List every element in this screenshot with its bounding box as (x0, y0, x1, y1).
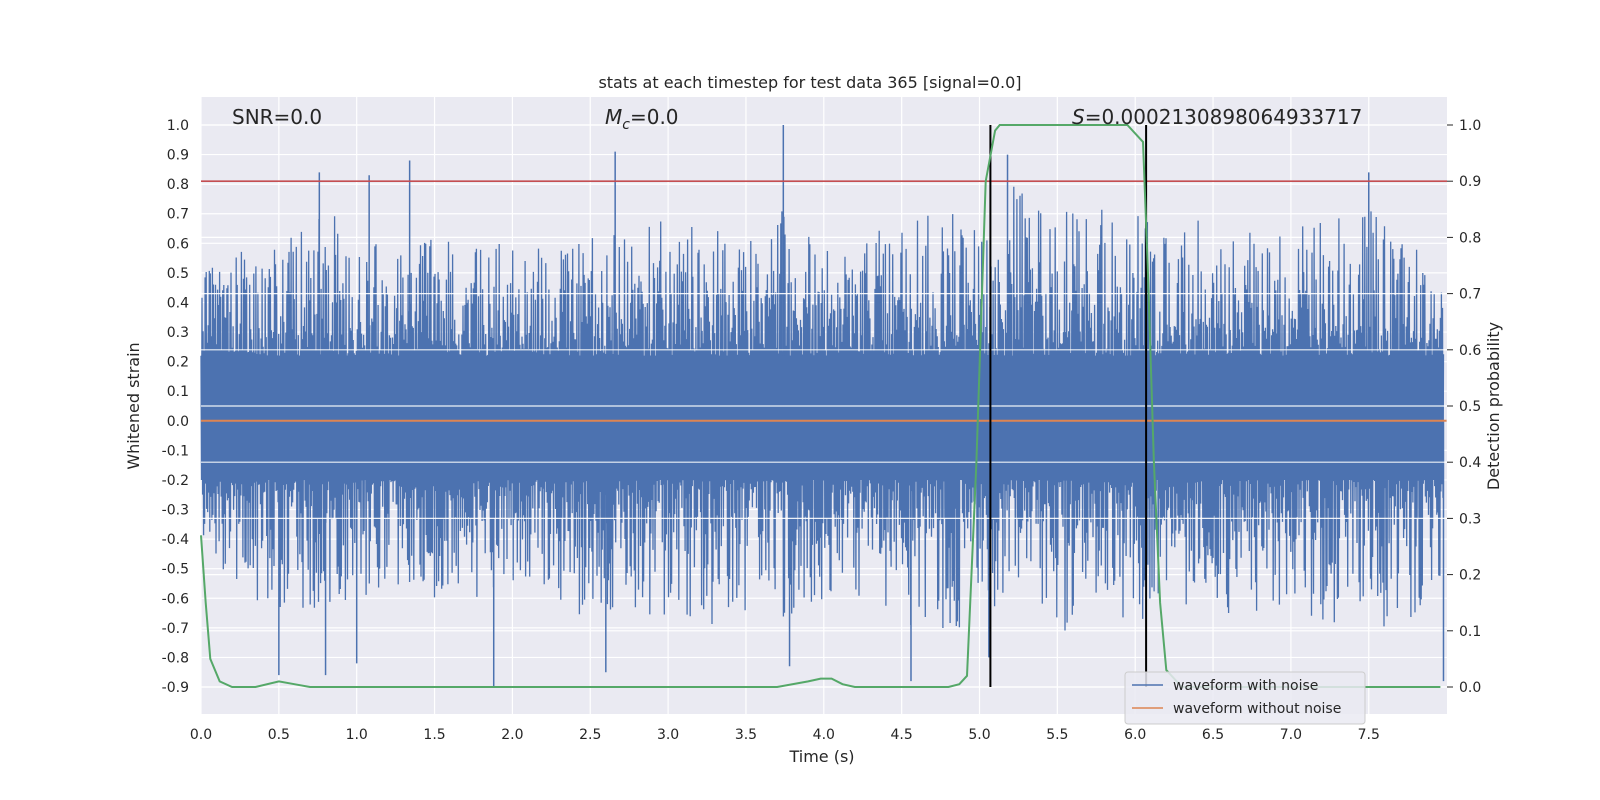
y-left-tick-label: 0.8 (167, 177, 189, 193)
y-left-tick-label: 0.0 (167, 414, 189, 430)
annotation-mc: Mc=0.0 (605, 105, 679, 133)
legend-label-waveform-without-noise: waveform without noise (1173, 701, 1341, 717)
x-tick-label: 4.5 (891, 727, 913, 743)
annotation-s: S=0.0002130898064933717 (1072, 105, 1362, 129)
y-left-tick-label: 0.7 (167, 207, 189, 223)
legend: waveform with noise waveform without noi… (1124, 671, 1366, 725)
y-left-tick-label: 0.6 (167, 236, 189, 252)
x-tick-label: 2.5 (579, 727, 601, 743)
y-left-tick-label: -0.1 (162, 443, 189, 459)
x-tick-label: 7.5 (1358, 727, 1380, 743)
y-right-tick-label: 1.0 (1459, 118, 1481, 134)
legend-label-waveform-with-noise: waveform with noise (1173, 678, 1318, 694)
x-tick-label: 1.5 (423, 727, 445, 743)
y-left-tick-label: -0.5 (162, 562, 189, 578)
y-right-tick-label: 0.6 (1459, 343, 1481, 359)
annotation-snr: SNR=0.0 (232, 105, 322, 129)
x-tick-label: 6.0 (1124, 727, 1146, 743)
y-left-tick-label: -0.9 (162, 680, 189, 696)
y-left-tick-label: 0.2 (167, 355, 189, 371)
y-left-tick-label: -0.6 (162, 591, 189, 607)
y-right-tick-label: 0.2 (1459, 568, 1481, 584)
x-tick-label: 4.0 (813, 727, 835, 743)
y-axis-label-right: Detection probability (1484, 322, 1503, 490)
x-tick-label: 5.5 (1046, 727, 1068, 743)
waveform-with-noise-series (200, 125, 1445, 687)
x-tick-label: 7.0 (1280, 727, 1302, 743)
y-left-tick-label: -0.2 (162, 473, 189, 489)
y-left-tick-label: 1.0 (167, 118, 189, 134)
y-left-tick-label: -0.3 (162, 503, 189, 519)
x-tick-label: 2.0 (501, 727, 523, 743)
y-right-tick-label: 0.1 (1459, 624, 1481, 640)
chart-title: stats at each timestep for test data 365… (598, 73, 1021, 92)
y-right-tick-label: 0.5 (1459, 399, 1481, 415)
x-tick-label: 0.5 (268, 727, 290, 743)
y-left-tick-label: 0.9 (167, 148, 189, 164)
y-left-tick-label: 0.1 (167, 384, 189, 400)
waveform-with-noise-core (201, 355, 1444, 480)
y-axis-label-left: Whitened strain (124, 342, 143, 469)
y-right-tick-label: 0.3 (1459, 511, 1481, 527)
y-left-tick-label: -0.8 (162, 650, 189, 666)
x-tick-label: 6.5 (1202, 727, 1224, 743)
y-left-tick-label: 0.5 (167, 266, 189, 282)
x-tick-label: 1.0 (346, 727, 368, 743)
y-left-tick-label: 0.3 (167, 325, 189, 341)
x-axis-label: Time (s) (788, 747, 854, 766)
waveform-with-noise-line (200, 186, 1445, 631)
legend-box (1124, 671, 1366, 725)
x-tick-label: 3.5 (735, 727, 757, 743)
y-left-tick-label: 0.4 (167, 295, 189, 311)
x-tick-label: 5.0 (968, 727, 990, 743)
y-right-tick-label: 0.8 (1459, 230, 1481, 246)
detection-probability-line (200, 124, 1441, 688)
x-tick-label: 3.0 (657, 727, 679, 743)
y-right-tick-label: 0.9 (1459, 174, 1481, 190)
y-right-tick-label: 0.0 (1459, 680, 1481, 696)
y-left-tick-label: -0.7 (162, 621, 189, 637)
y-right-tick-label: 0.4 (1459, 455, 1481, 471)
y-right-tick-label: 0.7 (1459, 287, 1481, 303)
x-tick-label: 0.0 (190, 727, 212, 743)
y-left-tick-label: -0.4 (162, 532, 189, 548)
